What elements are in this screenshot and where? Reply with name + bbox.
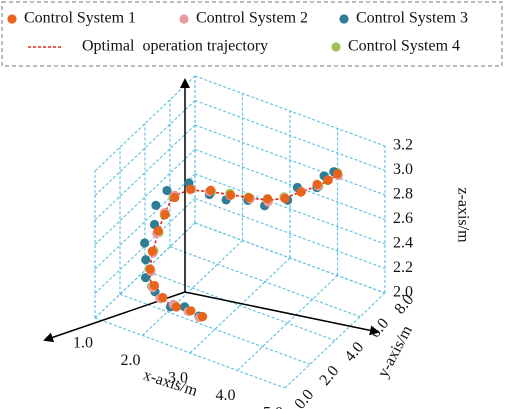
point [312, 179, 322, 189]
grid-line [284, 292, 386, 389]
grid-line [94, 222, 196, 319]
grid-line [169, 246, 361, 318]
point [186, 306, 196, 316]
point [141, 255, 151, 265]
x-tick-label: 5.0 [263, 405, 283, 409]
legend-marker [331, 42, 341, 52]
legend-marker [179, 14, 189, 24]
point [141, 273, 151, 283]
point [149, 280, 160, 291]
legend-label: Optimal operation trajectory [82, 38, 268, 55]
z-tick-label: 2.2 [393, 259, 413, 276]
point [151, 200, 161, 210]
grid-line [94, 75, 196, 172]
legend-box [1, 1, 503, 67]
grid-line [194, 75, 386, 147]
grid-line [94, 198, 196, 294]
grid-line [194, 99, 386, 172]
legend-label: Control System 1 [24, 10, 136, 27]
point [158, 292, 168, 303]
grid-line [194, 222, 386, 294]
point [323, 175, 333, 185]
point [140, 238, 150, 248]
x-tick-label: 2.0 [121, 352, 141, 369]
point [186, 184, 196, 194]
x-tick-label: 1.0 [73, 335, 93, 352]
grid-line [144, 269, 336, 342]
x-tick-label: 4.0 [216, 387, 236, 404]
point [206, 185, 216, 195]
grid-line [194, 124, 386, 196]
grid-line [142, 240, 243, 336]
point [162, 185, 172, 196]
axis-arrow [184, 291, 380, 336]
grid-line [94, 173, 196, 270]
y-tick-label: 4.0 [341, 339, 367, 365]
legend-label: Control System 2 [196, 10, 308, 27]
point [147, 246, 157, 256]
grid-line [94, 100, 196, 196]
grid-line [194, 197, 386, 270]
z-tick-label: 3.2 [393, 137, 413, 154]
y-tick-label: 6.0 [366, 315, 392, 341]
grid-line [119, 293, 311, 365]
grid-line [94, 149, 196, 245]
point [262, 194, 273, 204]
grid-line [94, 124, 196, 221]
point [280, 193, 290, 204]
grid-line [194, 148, 386, 221]
y-tick-label: 0.0 [291, 386, 317, 409]
point [226, 190, 236, 200]
point [171, 302, 181, 312]
z-tick-label: 2.0 [393, 284, 413, 301]
legend-marker [7, 14, 17, 24]
grid-line [189, 257, 291, 354]
z-axis-label: z-axis/m [454, 187, 471, 243]
point [145, 264, 155, 274]
point [244, 192, 254, 203]
z-tick-label: 2.8 [393, 186, 413, 203]
legend-label: Control System 3 [356, 10, 468, 27]
point [296, 187, 306, 197]
x-tick-label: 3.0 [168, 370, 188, 387]
grid-line [194, 173, 386, 245]
marks [140, 167, 343, 323]
point [160, 209, 170, 220]
z-tick-label: 2.6 [393, 210, 413, 227]
y-tick-label: 2.0 [316, 363, 342, 389]
grid [94, 75, 386, 389]
z-tick-label: 2.4 [393, 235, 413, 252]
point [170, 192, 180, 203]
legend-label: Control System 4 [348, 38, 460, 55]
point [332, 169, 343, 179]
point [197, 312, 208, 322]
grid-line [94, 317, 286, 389]
point [153, 226, 163, 236]
z-tick-label: 3.0 [393, 161, 413, 178]
grid-line [237, 275, 338, 371]
legend-marker [339, 14, 349, 24]
